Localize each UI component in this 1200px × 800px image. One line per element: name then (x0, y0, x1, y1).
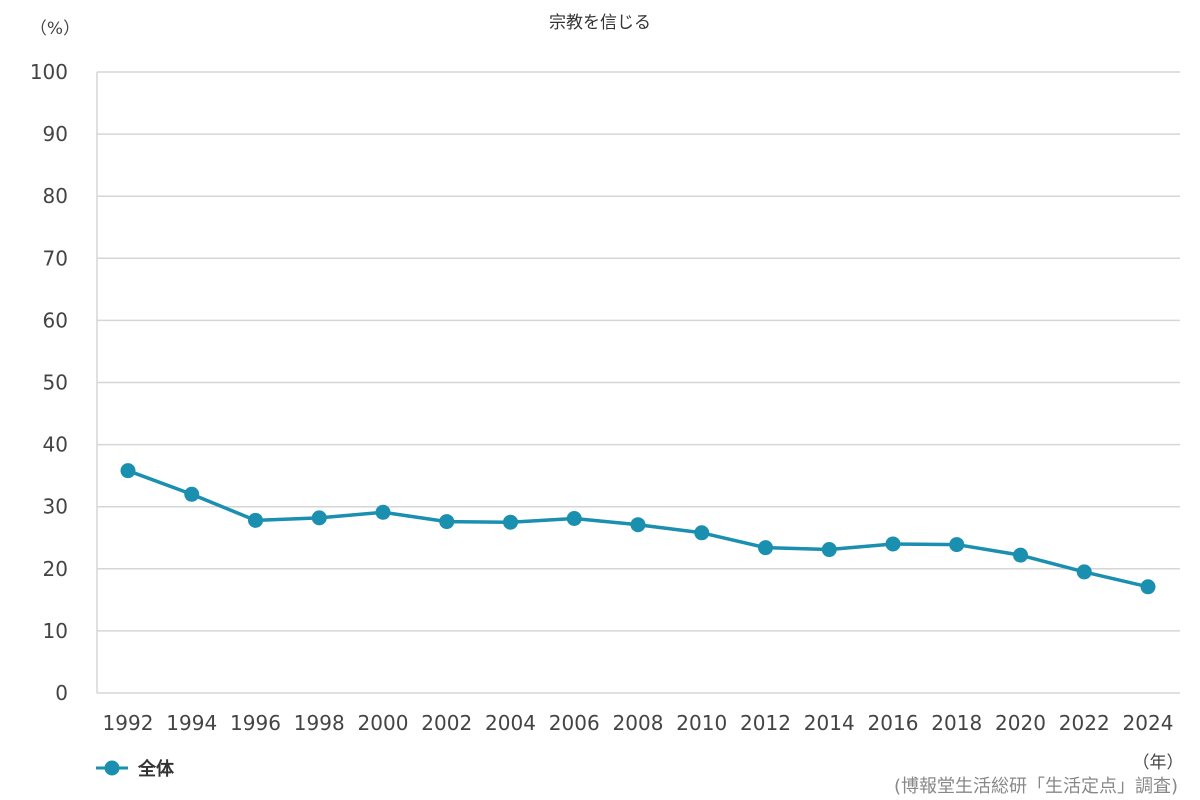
y-tick-label: 60 (43, 308, 68, 332)
x-tick-label: 1998 (294, 711, 345, 735)
x-tick-label: 2000 (358, 711, 409, 735)
x-tick-label: 2018 (931, 711, 982, 735)
data-point (120, 463, 136, 479)
data-point (885, 536, 901, 552)
x-tick-label: 2012 (740, 711, 791, 735)
data-point (248, 512, 263, 528)
y-tick-label: 100 (30, 60, 68, 84)
y-tick-label: 10 (43, 619, 68, 643)
x-tick-label: 2004 (485, 711, 536, 735)
x-tick-label: 2002 (421, 711, 472, 735)
x-axis-ticks: 1992 1994 1996 1998 2000 2002 2004 2006 2008 2010… (103, 711, 1174, 735)
y-tick-label: 20 (43, 557, 68, 581)
data-point (1140, 579, 1156, 595)
data-point (630, 517, 646, 533)
data-point (949, 537, 965, 553)
data-point (439, 514, 455, 530)
data-point (694, 525, 710, 541)
data-point (1076, 564, 1092, 580)
data-point (503, 514, 518, 530)
data-point (566, 510, 582, 526)
y-tick-label: 80 (43, 184, 68, 208)
y-tick-label: 90 (43, 122, 68, 146)
y-axis-unit-label: （%） (30, 19, 80, 39)
x-tick-label: 2010 (676, 711, 727, 735)
series-layer (120, 463, 1156, 595)
source-credit: (博報堂生活総研「生活定点」調査) (894, 776, 1178, 797)
x-tick-label: 1996 (230, 711, 281, 735)
y-tick-label: 40 (43, 433, 68, 457)
x-tick-label: 1992 (103, 711, 154, 735)
data-point (758, 540, 773, 556)
x-tick-label: 2022 (1059, 711, 1110, 735)
x-tick-label: 2020 (995, 711, 1046, 735)
legend: 全体 (96, 758, 175, 780)
chart-title: 宗教を信じる (549, 13, 651, 33)
y-tick-label: 70 (43, 246, 68, 270)
data-point (375, 504, 391, 520)
x-axis-unit-label: （年） (1133, 753, 1184, 773)
x-tick-label: 2014 (804, 711, 855, 735)
x-tick-label: 2008 (613, 711, 664, 735)
x-tick-label: 2016 (868, 711, 919, 735)
legend-label-overall: 全体 (137, 758, 175, 780)
y-tick-label: 30 (43, 495, 68, 519)
x-tick-label: 2024 (1123, 711, 1174, 735)
y-tick-label: 50 (43, 371, 68, 395)
data-point (184, 486, 200, 502)
data-point (1013, 547, 1028, 563)
x-tick-label: 1994 (166, 711, 217, 735)
x-tick-label: 2006 (549, 711, 600, 735)
grid-lines (96, 71, 1180, 694)
data-point (311, 510, 327, 526)
y-axis-ticks: 0 10 20 30 40 50 60 70 80 90 100 (30, 60, 68, 705)
data-point (821, 542, 837, 558)
legend-dot-marker (104, 760, 120, 776)
y-tick-label: 0 (55, 681, 68, 705)
